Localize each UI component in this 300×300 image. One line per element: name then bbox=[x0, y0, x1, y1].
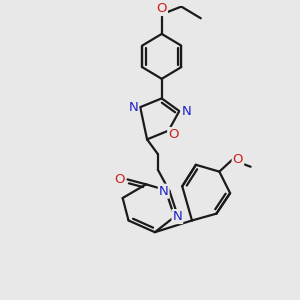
Text: N: N bbox=[159, 185, 169, 198]
Text: O: O bbox=[157, 2, 167, 15]
Text: O: O bbox=[115, 173, 125, 186]
Text: N: N bbox=[181, 105, 191, 118]
Text: O: O bbox=[168, 128, 179, 141]
Text: N: N bbox=[128, 101, 138, 114]
Text: O: O bbox=[233, 153, 243, 167]
Text: N: N bbox=[172, 210, 182, 223]
